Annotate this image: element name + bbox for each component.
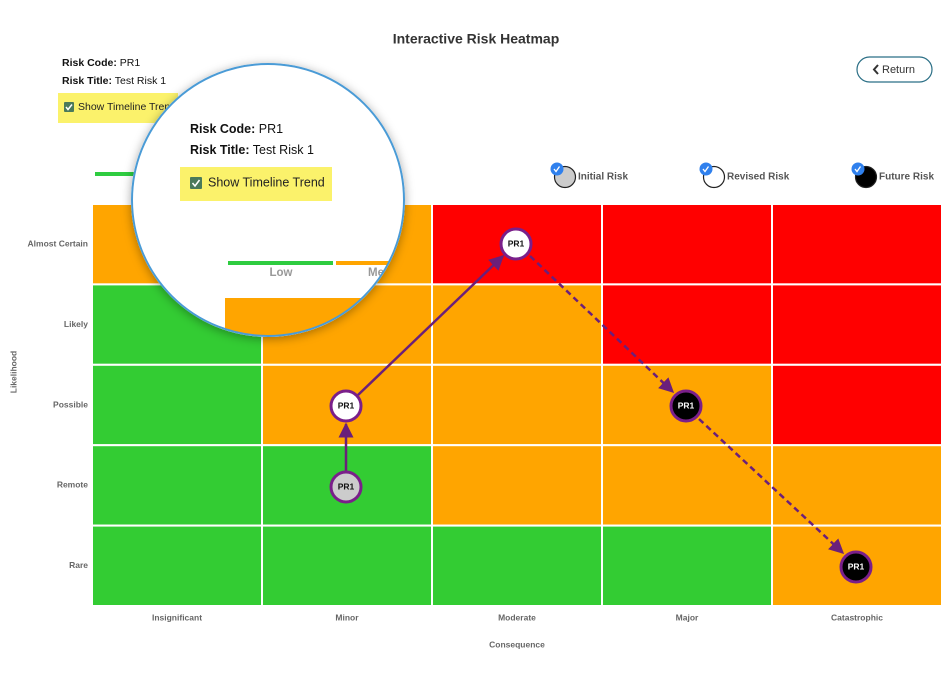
zoomed-code-value: PR1: [259, 122, 283, 136]
risk-markers: PR1 PR1 PR1 PR1 PR1: [329, 227, 873, 584]
chevron-icon: [872, 64, 879, 75]
risk-code-label: Risk Code:: [62, 57, 117, 69]
row-label: Likely: [64, 319, 88, 329]
risk-title-value: Test Risk 1: [115, 75, 167, 87]
risk-title: Risk Title: Test Risk 1: [62, 75, 166, 87]
heatmap-cell: [91, 363, 263, 447]
column-label: Minor: [335, 612, 359, 622]
check-icon: [702, 166, 710, 173]
risk-code-value: PR1: [120, 57, 141, 69]
row-label: Possible: [53, 399, 88, 409]
heatmap-cell: [601, 444, 773, 527]
zoomed-risk-title: Risk Title: Test Risk 1: [190, 143, 314, 157]
check-icon: [65, 104, 73, 111]
row-label: Rare: [69, 560, 88, 570]
return-outline[interactable]: [856, 56, 933, 83]
zoomed-risk-code: Risk Code: PR1: [190, 122, 283, 136]
timeline-label[interactable]: Show Timeline Trend: [78, 101, 176, 113]
risk-marker[interactable]: [329, 470, 363, 504]
toggle-highlight: [58, 93, 178, 123]
column-label: Insignificant: [152, 612, 202, 622]
heatmap-cell: [91, 444, 263, 527]
row-label: Almost Certain: [28, 238, 88, 248]
zoomed-toggle-highlight: [180, 167, 332, 201]
check-icon: [553, 166, 561, 173]
heatmap-cell: [601, 203, 773, 286]
return-button[interactable]: Return: [856, 56, 933, 83]
heatmap-cell: [431, 524, 603, 607]
risk-marker[interactable]: [669, 389, 703, 423]
trend-arrow: [357, 254, 505, 396]
heatmap-cell: [261, 524, 433, 607]
heatmap-cell: [431, 283, 603, 366]
risk-title-label: Risk Title:: [62, 75, 112, 87]
zoomed-title-label: Risk Title:: [190, 143, 250, 157]
marker-label: PR1: [508, 238, 525, 248]
x-axis-label: Consequence: [489, 639, 545, 649]
heatmap-cell: [431, 444, 603, 527]
zoomed-code-label: Risk Code:: [190, 122, 255, 136]
magnifier-rim: [131, 63, 405, 337]
marker-label: PR1: [338, 481, 355, 491]
risk-marker[interactable]: [329, 389, 363, 423]
risk-marker[interactable]: [839, 550, 873, 584]
column-label: Major: [676, 612, 699, 622]
y-axis-label: Likelihood: [8, 351, 18, 394]
column-label: Catastrophic: [831, 612, 883, 622]
trend-arrow: [529, 255, 675, 394]
severity-label: Low: [270, 267, 293, 279]
heatmap-cell: [771, 203, 943, 286]
legend-label: Initial Risk: [578, 172, 628, 183]
return-label[interactable]: Return: [882, 64, 915, 76]
trend-lines: [338, 254, 845, 555]
zoomed-title-value: Test Risk 1: [253, 143, 314, 157]
zoomed-timeline-label[interactable]: Show Timeline Trend: [208, 175, 325, 189]
heatmap-cell: [771, 363, 943, 447]
timeline-checkbox[interactable]: [64, 102, 74, 112]
marker-label: PR1: [848, 561, 865, 571]
column-label: Moderate: [498, 612, 536, 622]
risk-code: Risk Code: PR1: [62, 57, 140, 69]
heatmap-cell: [771, 444, 943, 527]
legend: Initial Risk Revised Risk Future Risk: [550, 162, 934, 189]
marker-label: PR1: [338, 400, 355, 410]
heatmap-cell: [771, 283, 943, 366]
trend-arrow: [698, 418, 845, 555]
heatmap-cell: [91, 524, 263, 607]
risk-marker[interactable]: [499, 227, 533, 261]
marker-label: PR1: [678, 400, 695, 410]
row-label: Remote: [57, 480, 88, 490]
check-icon: [191, 179, 201, 188]
legend-label: Revised Risk: [727, 172, 790, 183]
page-title: Interactive Risk Heatmap: [393, 31, 560, 47]
heatmap-cell: [601, 524, 773, 607]
check-icon: [854, 166, 862, 173]
legend-label: Future Risk: [879, 172, 934, 183]
heatmap-cell: [431, 363, 603, 447]
zoomed-checkbox[interactable]: [190, 177, 202, 189]
heatmap-cell: [601, 283, 773, 366]
